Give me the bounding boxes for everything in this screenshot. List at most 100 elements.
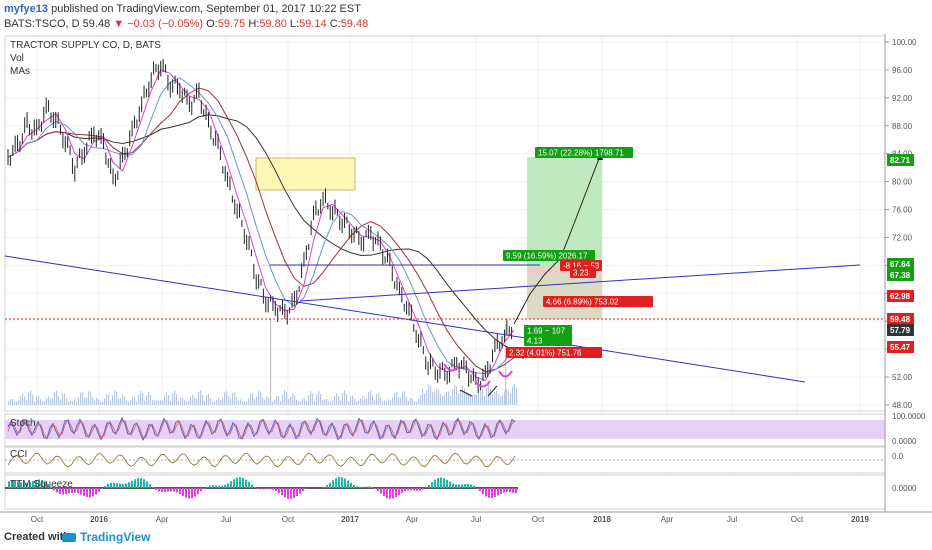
volume-bar: [120, 398, 122, 405]
ttm-bar: [443, 478, 445, 488]
volume-bar: [152, 400, 154, 405]
ttm-bar: [194, 488, 196, 497]
ttm-bar: [20, 482, 22, 488]
volume-bar: [166, 392, 168, 405]
tradingview-logo[interactable]: TradingView: [62, 530, 150, 544]
ttm-bar: [167, 488, 169, 492]
ttm-bar: [14, 480, 16, 488]
volume-bar: [24, 396, 26, 405]
ttm-bar: [494, 488, 496, 497]
ttm-bar: [125, 483, 127, 488]
volume-bar: [292, 393, 294, 405]
volume-bar: [300, 401, 302, 405]
x-tick-label: Jul: [221, 515, 231, 524]
projection-path[interactable]: [513, 155, 601, 325]
price-chart[interactable]: TRACTOR SUPPLY CO, D, BATS Vol MAs Stoch…: [0, 34, 932, 527]
volume-bar: [276, 396, 278, 405]
price-label-box: [887, 258, 914, 270]
bottom-arc-3[interactable]: [498, 370, 513, 378]
volume-bar: [466, 393, 468, 405]
ttm-bar: [206, 486, 208, 488]
ttm-bar: [356, 486, 358, 488]
volume-bar: [102, 401, 104, 405]
volume-bar: [156, 400, 158, 405]
volume-bar: [322, 400, 324, 405]
measure-badge: [535, 147, 633, 158]
price-label-box: [887, 341, 914, 353]
stoch-d-line: [7, 418, 516, 440]
measure-badges[interactable]: 15.07 (22.28%) 1798.71 9.59 (16.59%) 2026…: [503, 147, 653, 358]
ttm-bar: [284, 488, 286, 498]
price-label-box: [887, 324, 914, 336]
y-tick-label: 72.00: [892, 233, 913, 242]
ttm-bar: [83, 488, 85, 496]
volume-bar: [114, 390, 116, 405]
trendline-ascending[interactable]: [299, 264, 861, 302]
volume-bar: [340, 400, 342, 405]
indicator-tick-label: 0.0000: [892, 484, 917, 493]
measure-badge: [506, 347, 602, 358]
publisher-name[interactable]: myfye13: [4, 3, 49, 15]
ttm-bar: [161, 488, 163, 493]
volume-bar: [88, 391, 90, 405]
volume-bar: [418, 398, 420, 405]
volume-bar: [80, 392, 82, 405]
ttm-bar: [275, 488, 277, 491]
volume-bar: [236, 397, 238, 405]
volume-bar: [234, 392, 236, 405]
ma-blue-line[interactable]: [7, 77, 515, 375]
volume-bar: [216, 399, 218, 405]
ttm-bar: [113, 482, 115, 488]
y-tick-label: 92.00: [892, 94, 913, 103]
x-tick-label: Apr: [156, 515, 169, 524]
volume-bar: [460, 390, 462, 405]
ma-mid-line[interactable]: [7, 87, 515, 373]
price-bars[interactable]: [7, 58, 513, 393]
volume-bar: [18, 400, 20, 405]
volume-bar: [212, 401, 214, 405]
time-axis[interactable]: Oct 2016 Apr Jul Oct 2017 Apr Jul Oct 2018 Apr Jul O…: [0, 511, 932, 524]
price-label-text: 67.38: [890, 271, 911, 280]
close-label: C:: [329, 18, 341, 30]
bottom-arc-2[interactable]: [474, 380, 491, 388]
volume-spike: [505, 324, 507, 405]
volume-bar: [398, 397, 400, 405]
volume-bar: [74, 399, 76, 405]
ttm-bar: [353, 484, 355, 488]
ma-short-line[interactable]: [7, 69, 515, 382]
volume-bar: [366, 398, 368, 405]
volume-bar: [106, 394, 108, 405]
volume-bar: [266, 396, 268, 405]
volume-bar: [54, 391, 56, 405]
ttm-bar: [506, 488, 508, 493]
volume-bar: [504, 391, 506, 405]
volume-bar: [370, 390, 372, 405]
tradingview-brand: TradingView: [80, 530, 151, 544]
ttm-bar: [371, 487, 373, 488]
low-value: 59.14: [299, 18, 327, 30]
volume-bar: [356, 401, 358, 405]
volume-bar: [342, 392, 344, 405]
volume-bar: [436, 388, 438, 405]
last-price: 59.48: [82, 18, 111, 30]
price-label-text: 55.47: [890, 343, 911, 352]
close-value: 59.48: [340, 18, 369, 30]
volume-bar: [86, 397, 88, 405]
highlight-box[interactable]: [255, 157, 356, 191]
bottom-arc-1[interactable]: [443, 363, 459, 372]
volume-bar: [134, 397, 136, 405]
volume-bar: [206, 395, 208, 405]
ttm-bar: [257, 488, 259, 489]
x-tick-label: 2018: [593, 515, 611, 524]
ttm-bar: [170, 488, 172, 492]
volume-bar: [232, 392, 234, 405]
volume-bar: [426, 390, 428, 405]
price-label-text: 82.71: [890, 156, 911, 165]
ttm-bar: [386, 488, 388, 499]
volume-bar: [456, 386, 458, 405]
ttm-bar: [227, 483, 229, 488]
volume-bar: [46, 398, 48, 405]
volume-bar: [170, 401, 172, 405]
measure-badge: [543, 296, 653, 307]
ttm-bar: [155, 488, 157, 490]
